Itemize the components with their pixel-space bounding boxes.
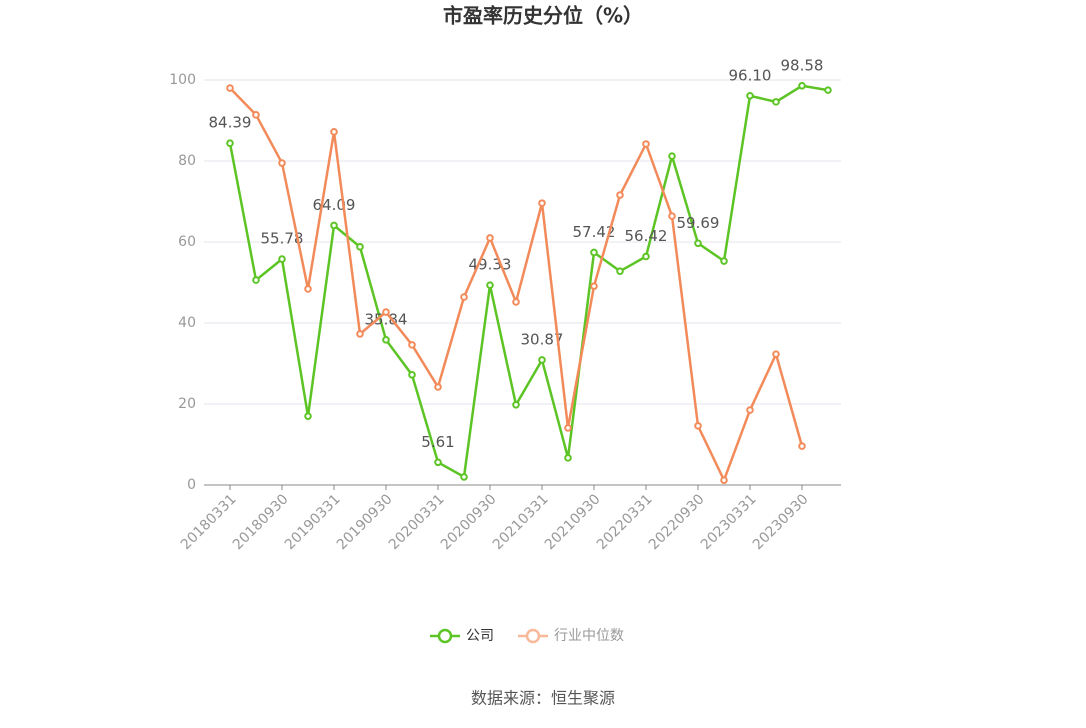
data-point: [434, 458, 442, 467]
data-point: [486, 281, 494, 290]
data-point: [382, 308, 390, 316]
data-point: [616, 267, 624, 275]
data-point: [382, 336, 390, 344]
data-point: [252, 111, 260, 119]
data-point: [278, 159, 286, 167]
series-line: [228, 84, 829, 479]
x-tick-label: 20210930: [542, 491, 604, 553]
data-point: [564, 454, 572, 462]
y-tick-label: 40: [178, 315, 196, 331]
data-point: [824, 86, 832, 94]
data-point: [668, 212, 676, 220]
data-point: [720, 257, 728, 265]
data-point: [538, 356, 546, 364]
data-point: [668, 152, 676, 160]
x-tick-label: 20190331: [282, 491, 344, 553]
data-point: [694, 422, 702, 430]
data-point: [408, 371, 416, 379]
x-tick-label: 20180331: [178, 491, 240, 553]
data-point: [460, 293, 468, 301]
data-point: [746, 91, 754, 100]
legend-item: 行业中位数: [518, 628, 624, 644]
data-point: [642, 252, 650, 261]
data-point: [772, 98, 780, 106]
data-label: 57.42: [573, 223, 616, 241]
data-point: [408, 341, 416, 349]
series-line: [229, 87, 804, 484]
x-tick-label: 20210331: [490, 491, 552, 553]
chart-title: 市盈率历史分位（%）: [443, 4, 643, 28]
data-point: [460, 473, 468, 481]
data-point: [564, 424, 572, 432]
x-tick-label: 20220331: [594, 491, 656, 553]
data-label: 56.42: [625, 227, 668, 245]
data-point: [590, 282, 598, 290]
legend-marker: [437, 628, 453, 644]
x-tick-label: 20220930: [646, 491, 708, 553]
data-point: [538, 199, 546, 207]
source-note: 数据来源：恒生聚源: [471, 689, 615, 708]
data-point: [252, 276, 260, 284]
y-tick-label: 60: [178, 234, 196, 250]
data-point: [486, 234, 494, 242]
data-label: 30.87: [521, 330, 564, 348]
data-point: [356, 330, 364, 338]
data-point: [434, 383, 442, 391]
y-tick-label: 0: [187, 477, 196, 493]
data-point: [512, 401, 520, 409]
data-point: [746, 406, 754, 414]
data-point: [694, 239, 702, 248]
y-tick-label: 80: [178, 153, 196, 169]
x-tick-label: 20230331: [698, 491, 760, 553]
x-tick-label: 20190930: [334, 491, 396, 553]
legend-marker: [525, 628, 541, 644]
data-point: [590, 248, 598, 257]
data-label: 96.10: [729, 66, 772, 84]
data-label: 64.09: [313, 196, 356, 214]
x-tick-label: 20180930: [230, 491, 292, 553]
x-tick-label: 20230930: [750, 491, 812, 553]
x-tick-label: 20200331: [386, 491, 448, 553]
data-label: 98.58: [781, 56, 824, 74]
data-point: [772, 350, 780, 358]
data-point: [226, 139, 234, 148]
data-point: [720, 476, 728, 484]
data-point: [798, 81, 806, 90]
data-point: [616, 191, 624, 199]
data-point: [798, 442, 806, 450]
data-point: [512, 298, 520, 306]
legend-item: 公司: [430, 628, 494, 644]
data-point: [642, 140, 650, 148]
y-tick-label: 20: [178, 396, 196, 412]
data-point: [330, 221, 338, 230]
data-label: 59.69: [677, 214, 720, 232]
data-point: [356, 243, 364, 251]
data-label: 5.61: [421, 433, 454, 451]
data-point: [304, 285, 312, 293]
legend-label: 行业中位数: [554, 628, 624, 644]
legend-label: 公司: [466, 628, 494, 644]
data-point: [226, 84, 234, 92]
data-point: [304, 412, 312, 420]
x-tick-label: 20200930: [438, 491, 500, 553]
y-tick-label: 100: [169, 72, 196, 88]
data-label: 84.39: [209, 114, 252, 132]
data-point: [330, 128, 338, 136]
data-point: [278, 255, 286, 263]
data-label: 55.78: [261, 230, 304, 248]
